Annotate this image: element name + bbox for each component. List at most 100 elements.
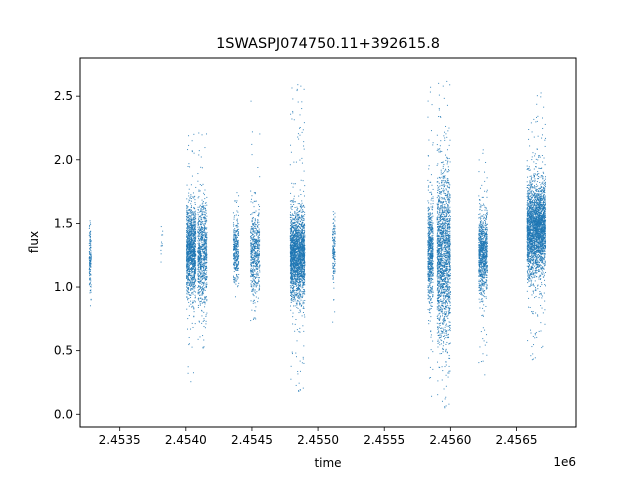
data-point	[197, 266, 199, 268]
data-point	[236, 239, 238, 241]
data-point	[251, 250, 253, 252]
data-point	[233, 218, 235, 220]
data-point	[198, 231, 200, 233]
data-point	[189, 217, 191, 219]
data-point	[300, 290, 302, 292]
data-point	[304, 206, 306, 208]
data-point	[90, 289, 92, 291]
data-point	[296, 278, 298, 280]
data-point	[253, 200, 255, 202]
data-point	[251, 286, 253, 288]
data-point	[300, 265, 302, 267]
data-point	[257, 244, 259, 246]
data-point	[199, 276, 201, 278]
data-point	[251, 237, 253, 239]
data-point	[299, 244, 301, 246]
data-point	[302, 226, 304, 228]
data-point	[192, 251, 194, 253]
data-point	[191, 288, 193, 290]
data-point	[254, 192, 256, 194]
data-point	[254, 227, 256, 229]
data-point	[197, 243, 199, 245]
data-point	[290, 220, 292, 222]
data-point	[294, 236, 296, 238]
data-point	[202, 250, 204, 252]
data-point	[296, 271, 298, 273]
data-point	[296, 88, 298, 90]
data-point	[194, 265, 196, 267]
data-point	[194, 323, 196, 325]
data-point	[254, 310, 256, 312]
data-point	[195, 254, 197, 256]
data-point	[302, 300, 304, 302]
data-point	[298, 260, 300, 262]
data-point	[299, 255, 301, 257]
data-point	[197, 223, 199, 225]
data-point	[293, 198, 295, 200]
data-point	[297, 307, 299, 309]
data-point	[298, 223, 300, 225]
data-point	[198, 217, 200, 219]
data-point	[252, 294, 254, 296]
data-point	[190, 247, 192, 249]
data-point	[304, 247, 306, 249]
data-point	[291, 258, 293, 260]
data-point	[193, 285, 195, 287]
data-point	[297, 230, 299, 232]
data-point	[299, 243, 301, 245]
data-point	[293, 218, 295, 220]
data-point	[251, 195, 253, 197]
data-point	[193, 273, 195, 275]
data-point	[205, 202, 207, 204]
data-point	[190, 259, 192, 261]
data-point	[194, 247, 196, 249]
data-point	[295, 161, 297, 163]
data-point	[296, 245, 298, 247]
data-point	[294, 250, 296, 252]
data-point	[202, 288, 204, 290]
data-point	[200, 247, 202, 249]
data-point	[89, 235, 91, 237]
data-point	[190, 252, 192, 254]
data-point	[295, 231, 297, 233]
data-point	[250, 261, 252, 263]
data-point	[189, 272, 191, 274]
data-point	[204, 261, 206, 263]
data-point	[237, 244, 239, 246]
data-point	[190, 237, 192, 239]
data-point	[198, 215, 200, 217]
data-point	[197, 250, 199, 252]
data-point	[296, 90, 298, 92]
data-point	[296, 258, 298, 260]
data-point	[237, 211, 239, 213]
data-point	[205, 284, 207, 286]
data-point	[292, 289, 294, 291]
data-point	[302, 216, 304, 218]
data-point	[253, 317, 255, 319]
data-point	[302, 250, 304, 252]
data-point	[202, 224, 204, 226]
data-point	[303, 274, 305, 276]
data-point	[252, 224, 254, 226]
data-point	[190, 306, 192, 308]
data-point	[198, 247, 200, 249]
data-point	[291, 200, 293, 202]
data-point	[186, 261, 188, 263]
data-point	[303, 250, 305, 252]
data-point	[258, 277, 260, 279]
data-point	[235, 264, 237, 266]
data-point	[188, 135, 190, 137]
data-point	[256, 252, 258, 254]
data-point	[293, 286, 295, 288]
data-point	[300, 263, 302, 265]
data-point	[255, 245, 257, 247]
data-point	[235, 277, 237, 279]
data-point	[237, 223, 239, 225]
data-point	[298, 259, 300, 261]
data-point	[192, 226, 194, 228]
data-point	[236, 260, 238, 262]
data-point	[289, 272, 291, 274]
data-point	[295, 236, 297, 238]
data-point	[197, 236, 199, 238]
data-point	[257, 247, 259, 249]
